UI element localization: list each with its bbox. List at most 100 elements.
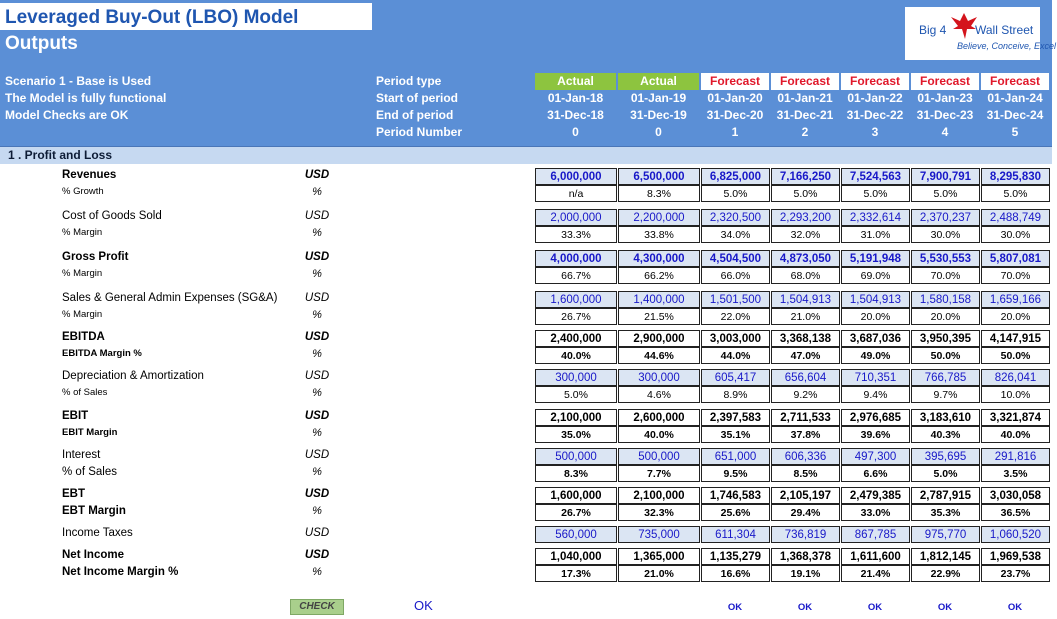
cell-r13-c1[interactable]: 40.0% [618, 426, 700, 443]
cell-r4-c6[interactable]: 5,807,081 [981, 250, 1050, 267]
cell-r2-c4[interactable]: 2,332,614 [841, 209, 910, 226]
cell-r19-c4[interactable]: 1,611,600 [841, 548, 910, 565]
cell-r14-c5[interactable]: 395,695 [911, 448, 980, 465]
cell-r3-c0[interactable]: 33.3% [535, 226, 617, 243]
cell-r16-c3[interactable]: 2,105,197 [771, 487, 840, 504]
cell-r6-c5[interactable]: 1,580,158 [911, 291, 980, 308]
cell-r3-c1[interactable]: 33.8% [618, 226, 700, 243]
cell-r20-c5[interactable]: 22.9% [911, 565, 980, 582]
cell-r17-c4[interactable]: 33.0% [841, 504, 910, 521]
cell-r0-c1[interactable]: 6,500,000 [618, 168, 700, 185]
cell-r0-c2[interactable]: 6,825,000 [701, 168, 770, 185]
cell-r7-c2[interactable]: 22.0% [701, 308, 770, 325]
cell-r16-c6[interactable]: 3,030,058 [981, 487, 1050, 504]
cell-r15-c3[interactable]: 8.5% [771, 465, 840, 482]
cell-r5-c6[interactable]: 70.0% [981, 267, 1050, 284]
cell-r6-c2[interactable]: 1,501,500 [701, 291, 770, 308]
cell-r12-c6[interactable]: 3,321,874 [981, 409, 1050, 426]
cell-r14-c3[interactable]: 606,336 [771, 448, 840, 465]
cell-r13-c2[interactable]: 35.1% [701, 426, 770, 443]
cell-r11-c3[interactable]: 9.2% [771, 386, 840, 403]
cell-r5-c4[interactable]: 69.0% [841, 267, 910, 284]
cell-r4-c1[interactable]: 4,300,000 [618, 250, 700, 267]
cell-r8-c1[interactable]: 2,900,000 [618, 330, 700, 347]
cell-r6-c6[interactable]: 1,659,166 [981, 291, 1050, 308]
cell-r17-c6[interactable]: 36.5% [981, 504, 1050, 521]
cell-r4-c0[interactable]: 4,000,000 [535, 250, 617, 267]
cell-r9-c0[interactable]: 40.0% [535, 347, 617, 364]
cell-r3-c4[interactable]: 31.0% [841, 226, 910, 243]
cell-r12-c0[interactable]: 2,100,000 [535, 409, 617, 426]
cell-r8-c5[interactable]: 3,950,395 [911, 330, 980, 347]
cell-r5-c0[interactable]: 66.7% [535, 267, 617, 284]
cell-r11-c2[interactable]: 8.9% [701, 386, 770, 403]
cell-r8-c0[interactable]: 2,400,000 [535, 330, 617, 347]
cell-r16-c1[interactable]: 2,100,000 [618, 487, 700, 504]
cell-r0-c0[interactable]: 6,000,000 [535, 168, 617, 185]
cell-r7-c6[interactable]: 20.0% [981, 308, 1050, 325]
cell-r14-c2[interactable]: 651,000 [701, 448, 770, 465]
cell-r12-c5[interactable]: 3,183,610 [911, 409, 980, 426]
cell-r11-c1[interactable]: 4.6% [618, 386, 700, 403]
cell-r0-c6[interactable]: 8,295,830 [981, 168, 1050, 185]
cell-r19-c0[interactable]: 1,040,000 [535, 548, 617, 565]
cell-r18-c5[interactable]: 975,770 [911, 526, 980, 543]
cell-r3-c2[interactable]: 34.0% [701, 226, 770, 243]
cell-r18-c4[interactable]: 867,785 [841, 526, 910, 543]
cell-r0-c5[interactable]: 7,900,791 [911, 168, 980, 185]
cell-r10-c0[interactable]: 300,000 [535, 369, 617, 386]
cell-r15-c4[interactable]: 6.6% [841, 465, 910, 482]
cell-r10-c4[interactable]: 710,351 [841, 369, 910, 386]
cell-r2-c5[interactable]: 2,370,237 [911, 209, 980, 226]
cell-r7-c5[interactable]: 20.0% [911, 308, 980, 325]
cell-r4-c4[interactable]: 5,191,948 [841, 250, 910, 267]
cell-r11-c0[interactable]: 5.0% [535, 386, 617, 403]
cell-r17-c3[interactable]: 29.4% [771, 504, 840, 521]
cell-r7-c1[interactable]: 21.5% [618, 308, 700, 325]
cell-r5-c2[interactable]: 66.0% [701, 267, 770, 284]
cell-r16-c4[interactable]: 2,479,385 [841, 487, 910, 504]
cell-r15-c6[interactable]: 3.5% [981, 465, 1050, 482]
cell-r18-c3[interactable]: 736,819 [771, 526, 840, 543]
cell-r0-c3[interactable]: 7,166,250 [771, 168, 840, 185]
cell-r20-c4[interactable]: 21.4% [841, 565, 910, 582]
cell-r1-c6[interactable]: 5.0% [981, 185, 1050, 202]
cell-r16-c2[interactable]: 1,746,583 [701, 487, 770, 504]
cell-r10-c2[interactable]: 605,417 [701, 369, 770, 386]
cell-r6-c3[interactable]: 1,504,913 [771, 291, 840, 308]
cell-r16-c0[interactable]: 1,600,000 [535, 487, 617, 504]
cell-r19-c6[interactable]: 1,969,538 [981, 548, 1050, 565]
cell-r8-c6[interactable]: 4,147,915 [981, 330, 1050, 347]
cell-r15-c0[interactable]: 8.3% [535, 465, 617, 482]
cell-r18-c6[interactable]: 1,060,520 [981, 526, 1050, 543]
cell-r17-c1[interactable]: 32.3% [618, 504, 700, 521]
cell-r1-c4[interactable]: 5.0% [841, 185, 910, 202]
cell-r9-c1[interactable]: 44.6% [618, 347, 700, 364]
cell-r1-c2[interactable]: 5.0% [701, 185, 770, 202]
cell-r7-c3[interactable]: 21.0% [771, 308, 840, 325]
cell-r9-c2[interactable]: 44.0% [701, 347, 770, 364]
cell-r19-c1[interactable]: 1,365,000 [618, 548, 700, 565]
cell-r19-c2[interactable]: 1,135,279 [701, 548, 770, 565]
cell-r13-c0[interactable]: 35.0% [535, 426, 617, 443]
cell-r5-c5[interactable]: 70.0% [911, 267, 980, 284]
cell-r2-c6[interactable]: 2,488,749 [981, 209, 1050, 226]
cell-r14-c1[interactable]: 500,000 [618, 448, 700, 465]
cell-r10-c1[interactable]: 300,000 [618, 369, 700, 386]
cell-r8-c2[interactable]: 3,003,000 [701, 330, 770, 347]
cell-r1-c1[interactable]: 8.3% [618, 185, 700, 202]
cell-r10-c6[interactable]: 826,041 [981, 369, 1050, 386]
cell-r4-c3[interactable]: 4,873,050 [771, 250, 840, 267]
cell-r20-c6[interactable]: 23.7% [981, 565, 1050, 582]
cell-r10-c5[interactable]: 766,785 [911, 369, 980, 386]
cell-r16-c5[interactable]: 2,787,915 [911, 487, 980, 504]
cell-r6-c0[interactable]: 1,600,000 [535, 291, 617, 308]
cell-r0-c4[interactable]: 7,524,563 [841, 168, 910, 185]
cell-r12-c4[interactable]: 2,976,685 [841, 409, 910, 426]
cell-r12-c1[interactable]: 2,600,000 [618, 409, 700, 426]
cell-r2-c2[interactable]: 2,320,500 [701, 209, 770, 226]
cell-r14-c0[interactable]: 500,000 [535, 448, 617, 465]
cell-r13-c5[interactable]: 40.3% [911, 426, 980, 443]
cell-r9-c5[interactable]: 50.0% [911, 347, 980, 364]
cell-r2-c3[interactable]: 2,293,200 [771, 209, 840, 226]
